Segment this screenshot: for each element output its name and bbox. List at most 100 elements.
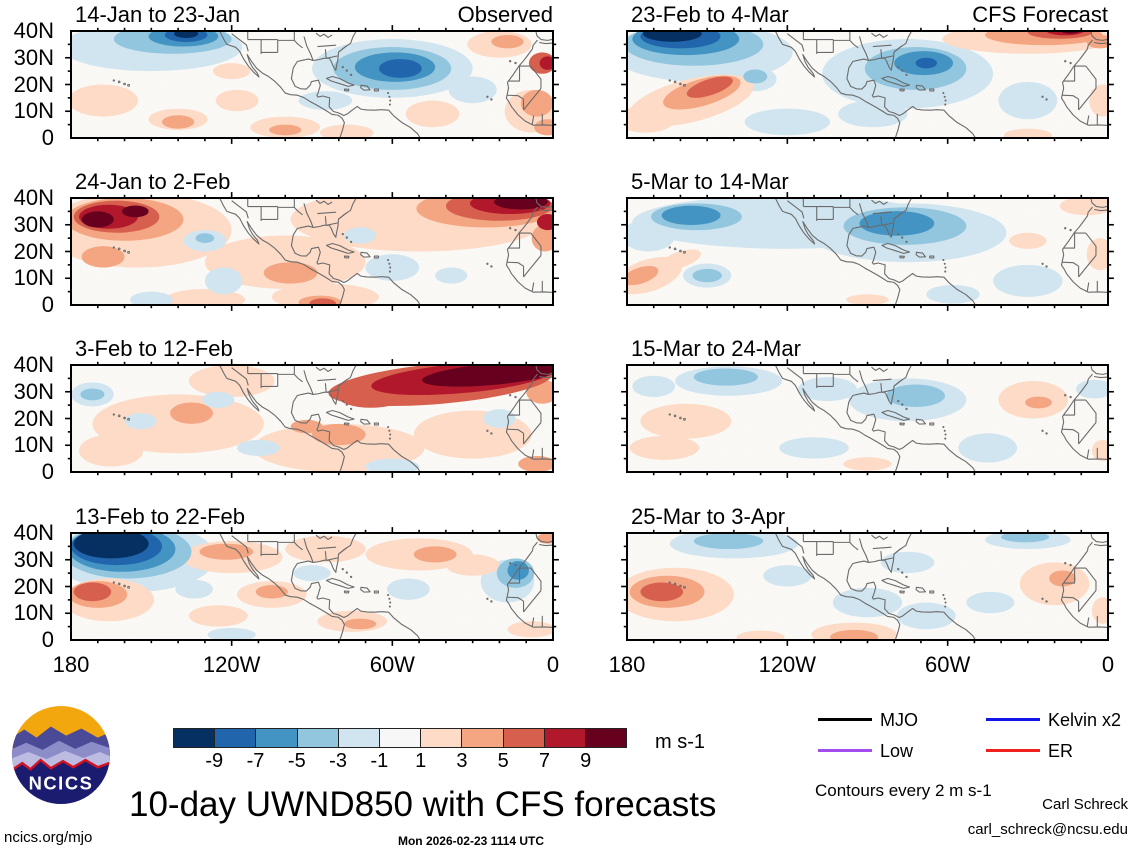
panel-date-range: 25-Mar to 3-Apr (631, 504, 786, 529)
legend-label: ER (1048, 741, 1074, 761)
panel-date-range: 24-Jan to 2-Feb (75, 169, 231, 194)
y-axis-labels: 40N 30N 20N 10N 0 (0, 522, 63, 651)
figure-title: 10-day UWND850 with CFS forecasts (129, 785, 717, 824)
colorbar-tick-label: -3 (329, 750, 347, 772)
x-axis-labels-left: 180 120W 60W 0 (53, 652, 559, 678)
credit-name: Carl Schreck (1042, 796, 1128, 813)
panel-title-observed-2: 24-Jan to 2-Feb (75, 168, 553, 196)
map-forecast-4 (627, 533, 1108, 640)
y-tick-label: 40N (13, 352, 54, 377)
x-tick-label: 0 (546, 652, 560, 677)
contour-interval-note: Contours every 2 m s-1 (815, 781, 992, 800)
y-tick-label: 10N (13, 600, 54, 626)
colorbar-tick-label: -5 (287, 750, 306, 772)
ncics-logo: NCICS (12, 706, 110, 804)
colorbar-cell (338, 729, 380, 747)
colorbar-cell (585, 729, 627, 747)
map-observed-2 (71, 198, 553, 305)
y-tick-label: 40N (13, 520, 54, 545)
panel-date-range: 5-Mar to 14-Mar (631, 169, 789, 194)
y-tick-label: 30N (13, 44, 54, 70)
colorbar-tick-label: 5 (497, 750, 509, 772)
panel-title-observed-1: 14-Jan to 23-Jan Observed (75, 1, 553, 29)
colorbar-tick-label: 3 (456, 750, 468, 772)
legend-line-er (986, 749, 1040, 752)
y-tick-label: 20N (13, 405, 54, 431)
panel-title-forecast-4: 25-Mar to 3-Apr (631, 503, 1108, 531)
x-axis-labels-right: 180 120W 60W 0 (609, 652, 1114, 678)
y-tick-label: 40N (13, 18, 54, 43)
legend-label: Kelvin x2 (1048, 710, 1122, 730)
legend-label: MJO (880, 710, 918, 730)
colorbar-tick-labels: -9 -7 -5 -3 -1 1 3 5 7 9 (173, 750, 627, 772)
colorbar-cell (503, 729, 545, 747)
colorbar-cell (297, 729, 339, 747)
colorbar-tick-label: 7 (538, 750, 551, 772)
map-forecast-3 (627, 365, 1108, 472)
y-tick-label: 30N (13, 378, 54, 404)
panel-date-range: 3-Feb to 12-Feb (75, 336, 233, 361)
colorbar-cell (215, 729, 257, 747)
y-tick-label: 10N (13, 432, 54, 458)
logo-ridge (12, 758, 110, 804)
panel-date-range: 15-Mar to 24-Mar (631, 336, 801, 361)
y-tick-label: 0 (41, 627, 54, 652)
y-tick-label: 20N (13, 71, 54, 97)
panel-title-forecast-2: 5-Mar to 14-Mar (631, 168, 1108, 196)
x-tick-label: 120W (758, 652, 817, 677)
panel-title-observed-4: 13-Feb to 22-Feb (75, 503, 553, 531)
y-tick-label: 30N (13, 546, 54, 572)
y-tick-label: 20N (13, 238, 54, 264)
x-tick-label: 60W (369, 652, 415, 677)
map-observed-4 (71, 533, 553, 640)
colorbar-cell (462, 729, 504, 747)
logo-text: NCICS (29, 773, 94, 794)
map-forecast-1 (627, 31, 1108, 138)
x-tick-label: 180 (608, 652, 646, 677)
colorbar-tick-label: -1 (370, 750, 389, 772)
map-forecast-2 (627, 198, 1108, 305)
panel-date-range: 14-Jan to 23-Jan (75, 2, 241, 27)
y-tick-label: 10N (13, 98, 54, 124)
map-observed-3 (71, 365, 553, 472)
legend-label: Low (880, 741, 914, 761)
column-label-forecast: CFS Forecast (972, 2, 1108, 27)
y-tick-label: 40N (13, 185, 54, 210)
colorbar-cell (544, 729, 586, 747)
colorbar-units-label: m s-1 (655, 731, 705, 753)
y-tick-label: 0 (41, 459, 54, 484)
y-tick-label: 30N (13, 211, 54, 237)
colorbar-tick-label: 1 (415, 750, 427, 772)
panel-date-range: 13-Feb to 22-Feb (75, 504, 245, 529)
site-link: ncics.org/mjo (4, 829, 93, 846)
y-tick-label: 0 (41, 125, 54, 150)
panel-date-range: 23-Feb to 4-Mar (631, 2, 789, 27)
colorbar-cell (174, 729, 216, 747)
panel-title-forecast-3: 15-Mar to 24-Mar (631, 335, 1108, 363)
colorbar-cell (421, 729, 463, 747)
colorbar-cell (256, 729, 298, 747)
y-axis-labels: 40N 30N 20N 10N 0 (0, 354, 63, 483)
colorbar-cell (379, 729, 422, 747)
x-tick-label: 60W (925, 652, 971, 677)
colorbar-tick-label: -7 (246, 750, 265, 772)
legend-line-mjo (818, 718, 872, 721)
colorbar-tick-label: -9 (205, 750, 224, 772)
credit-email: carl_schreck@ncsu.edu (967, 821, 1128, 838)
y-tick-label: 20N (13, 573, 54, 599)
timestamp: Mon 2026-02-23 1114 UTC (397, 834, 545, 848)
panel-title-observed-3: 3-Feb to 12-Feb (75, 335, 553, 363)
colorbar-tick-label: 9 (580, 750, 592, 772)
x-tick-label: 120W (202, 652, 261, 677)
y-axis-labels: 40N 30N 20N 10N 0 (0, 20, 63, 149)
y-axis-labels: 40N 30N 20N 10N 0 (0, 187, 63, 316)
x-tick-label: 0 (1101, 652, 1115, 677)
legend-line-kelvin-x2 (986, 718, 1040, 721)
colorbar (173, 728, 627, 748)
map-observed-1 (71, 31, 553, 138)
x-tick-label: 180 (52, 652, 90, 677)
legend-line-low (818, 749, 872, 752)
y-tick-label: 10N (13, 265, 54, 291)
column-label-observed: Observed (457, 2, 553, 27)
